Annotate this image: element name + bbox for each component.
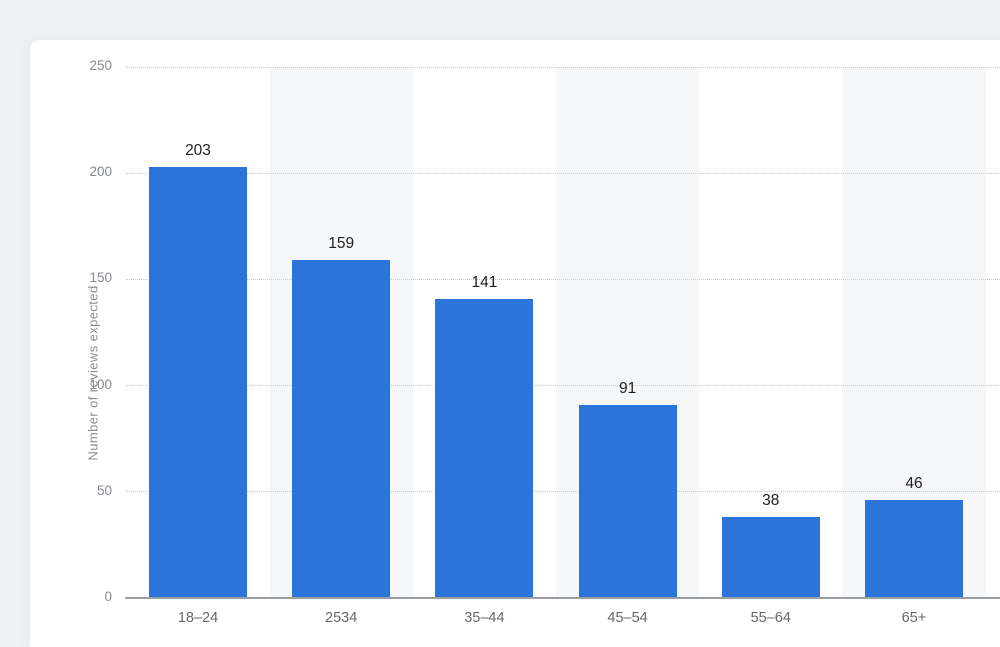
bar-value-label: 159 [328,235,355,253]
y-tick-label: 250 [89,58,112,73]
gridline [126,491,1000,493]
bar[interactable] [435,298,534,597]
bar-value-label: 46 [905,475,923,493]
bar[interactable] [578,404,677,597]
x-tick-label: 18–24 [177,610,219,626]
bar[interactable] [149,166,247,597]
gridline [126,66,1000,68]
bar[interactable] [721,517,820,597]
y-tick-label: 100 [89,376,112,392]
y-tick-label: 200 [89,164,112,180]
bar-value-label: 91 [618,379,637,397]
gridline [126,278,1000,280]
y-axis-title: Number of reviews expected [85,285,101,461]
gridline [126,172,1000,174]
bar-value-label: 38 [762,492,780,510]
bar-value-label: 203 [185,141,211,159]
x-tick-label: 65+ [901,610,927,626]
y-tick-label: 0 [104,589,112,604]
y-tick-label: 50 [96,482,112,498]
bar-value-label: 141 [471,273,498,291]
x-tick-label: 45–54 [607,610,648,626]
y-tick-label: 150 [89,270,112,286]
bar[interactable] [865,500,963,597]
gridline [126,385,1000,387]
bar[interactable] [292,260,391,597]
x-axis-line [125,597,1000,599]
x-tick-label: 35–44 [464,610,505,626]
x-tick-label: 55–64 [750,610,791,626]
x-tick-label: 2534 [325,610,358,626]
